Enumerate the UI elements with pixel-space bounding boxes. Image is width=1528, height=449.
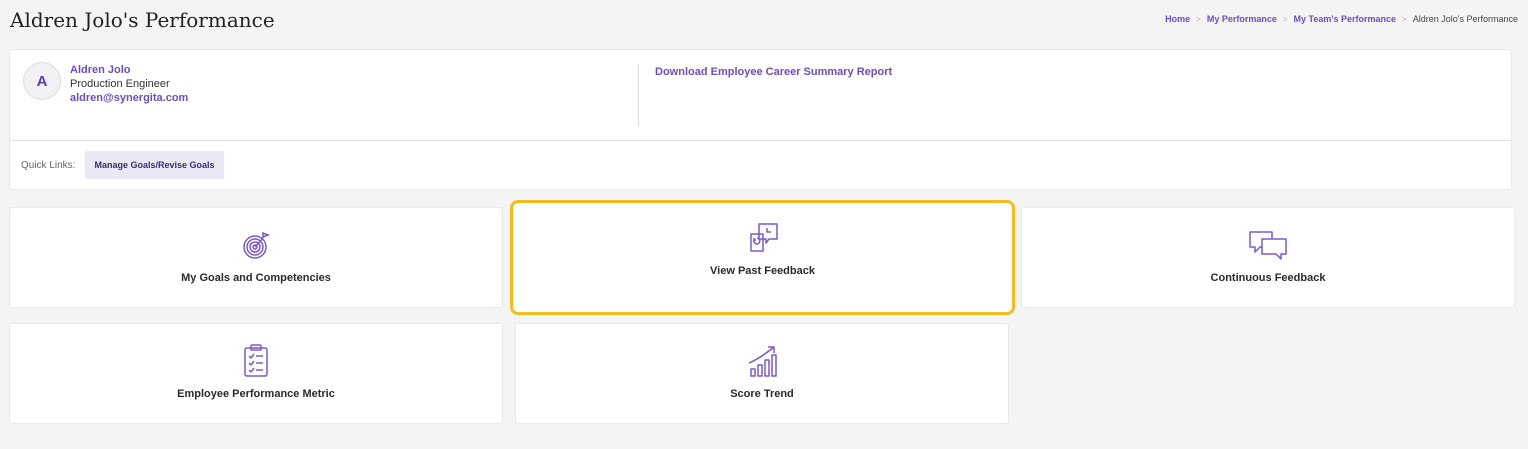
chat-bubbles-icon	[1249, 231, 1287, 260]
employee-info: Aldren Jolo Production Engineer aldren@s…	[70, 63, 188, 105]
trend-chart-icon	[748, 346, 777, 377]
breadcrumb-my-teams-performance[interactable]: My Team's Performance	[1293, 14, 1397, 24]
breadcrumb-home[interactable]: Home	[1165, 14, 1191, 24]
breadcrumb-separator: >	[1282, 14, 1288, 24]
past-feedback-icon	[749, 223, 778, 252]
page-title: Aldren Jolo's Performance	[10, 8, 275, 32]
tile-label: View Past Feedback	[710, 265, 815, 277]
tile-continuous-feedback[interactable]: Continuous Feedback	[1021, 207, 1515, 308]
manage-goals-button[interactable]: Manage Goals/Revise Goals	[85, 151, 224, 179]
tile-label: Score Trend	[730, 388, 794, 400]
quick-links: Quick Links: Manage Goals/Revise Goals	[21, 151, 224, 179]
employee-profile-card: A Aldren Jolo Production Engineer aldren…	[9, 49, 1512, 190]
target-icon	[243, 231, 271, 259]
employee-role: Production Engineer	[70, 78, 170, 90]
breadcrumb-separator: >	[1196, 14, 1201, 24]
breadcrumb-my-performance[interactable]: My Performance	[1206, 14, 1277, 24]
tile-label: My Goals and Competencies	[181, 272, 331, 284]
tile-score-trend[interactable]: Score Trend	[515, 323, 1009, 424]
breadcrumb-separator: >	[1402, 14, 1407, 24]
breadcrumb-current: Aldren Jolo's Performance	[1412, 14, 1518, 24]
tile-label: Employee Performance Metric	[177, 388, 335, 400]
clipboard-checklist-icon	[244, 344, 268, 377]
download-career-report-link[interactable]: Download Employee Career Summary Report	[655, 66, 893, 78]
tile-employee-performance-metric[interactable]: Employee Performance Metric	[9, 323, 503, 424]
tile-label: Continuous Feedback	[1210, 272, 1326, 284]
avatar: A	[23, 62, 61, 100]
employee-email[interactable]: aldren@synergita.com	[70, 92, 189, 104]
vertical-divider	[638, 64, 639, 126]
tile-view-past-feedback[interactable]: View Past Feedback	[510, 200, 1015, 315]
employee-name[interactable]: Aldren Jolo	[70, 64, 131, 76]
page-header: Aldren Jolo's Performance Home > My Perf…	[10, 6, 1518, 36]
horizontal-divider	[10, 140, 1511, 141]
tile-my-goals[interactable]: My Goals and Competencies	[9, 207, 503, 308]
breadcrumb: Home > My Performance > My Team's Perfor…	[1165, 14, 1518, 24]
quick-links-label: Quick Links:	[21, 159, 76, 171]
